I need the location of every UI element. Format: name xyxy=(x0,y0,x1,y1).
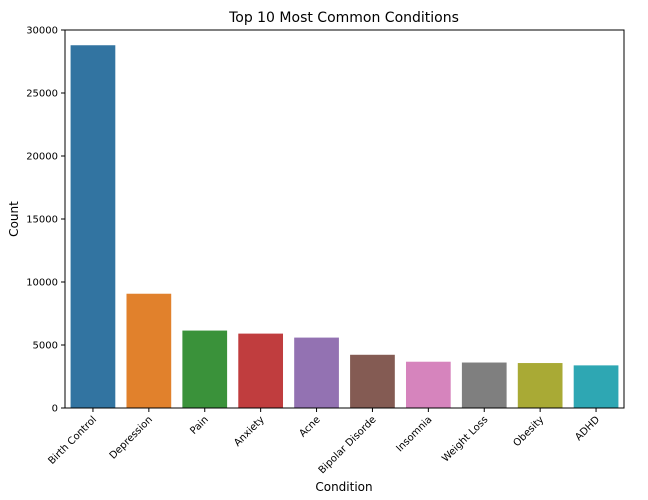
y-tick-label: 5000 xyxy=(33,341,58,352)
bar xyxy=(182,330,228,408)
x-tick-label: Acne xyxy=(297,414,322,439)
y-axis: 0 5000 10000 15000 20000 25000 30000 xyxy=(26,26,65,415)
x-tick-label: Pain xyxy=(188,414,211,437)
bar xyxy=(573,365,619,408)
y-axis-title: Count xyxy=(7,201,21,237)
y-tick-label: 25000 xyxy=(26,89,58,100)
bars xyxy=(70,45,619,408)
bar xyxy=(126,293,172,408)
bar xyxy=(70,45,116,408)
x-axis-title: Condition xyxy=(315,480,372,494)
bar xyxy=(517,363,563,408)
chart-title: Top 10 Most Common Conditions xyxy=(228,10,459,26)
x-tick-label: Bipolar Disorde xyxy=(317,414,379,476)
bar xyxy=(294,337,339,408)
bar xyxy=(405,361,451,408)
x-tick-label: Weight Loss xyxy=(440,414,490,464)
bar xyxy=(461,362,507,408)
x-tick-label: Depression xyxy=(108,414,155,461)
x-tick-label: ADHD xyxy=(573,414,602,443)
x-tick-label: Insomnia xyxy=(394,414,434,454)
bar xyxy=(350,354,395,408)
y-tick-label: 30000 xyxy=(26,26,58,37)
x-axis: Birth Control Depression Pain Anxiety AcneBi… xyxy=(47,408,602,476)
x-tick-label: Birth Control xyxy=(47,414,100,467)
y-tick-label: 20000 xyxy=(26,152,58,163)
plot-frame xyxy=(64,29,625,409)
y-tick-label: 0 xyxy=(52,404,58,415)
y-tick-label: 10000 xyxy=(26,278,58,289)
x-tick-label: Obesity xyxy=(511,414,546,449)
y-tick-label: 15000 xyxy=(26,215,58,226)
bar xyxy=(238,333,284,408)
x-tick-label: Anxiety xyxy=(232,414,267,449)
